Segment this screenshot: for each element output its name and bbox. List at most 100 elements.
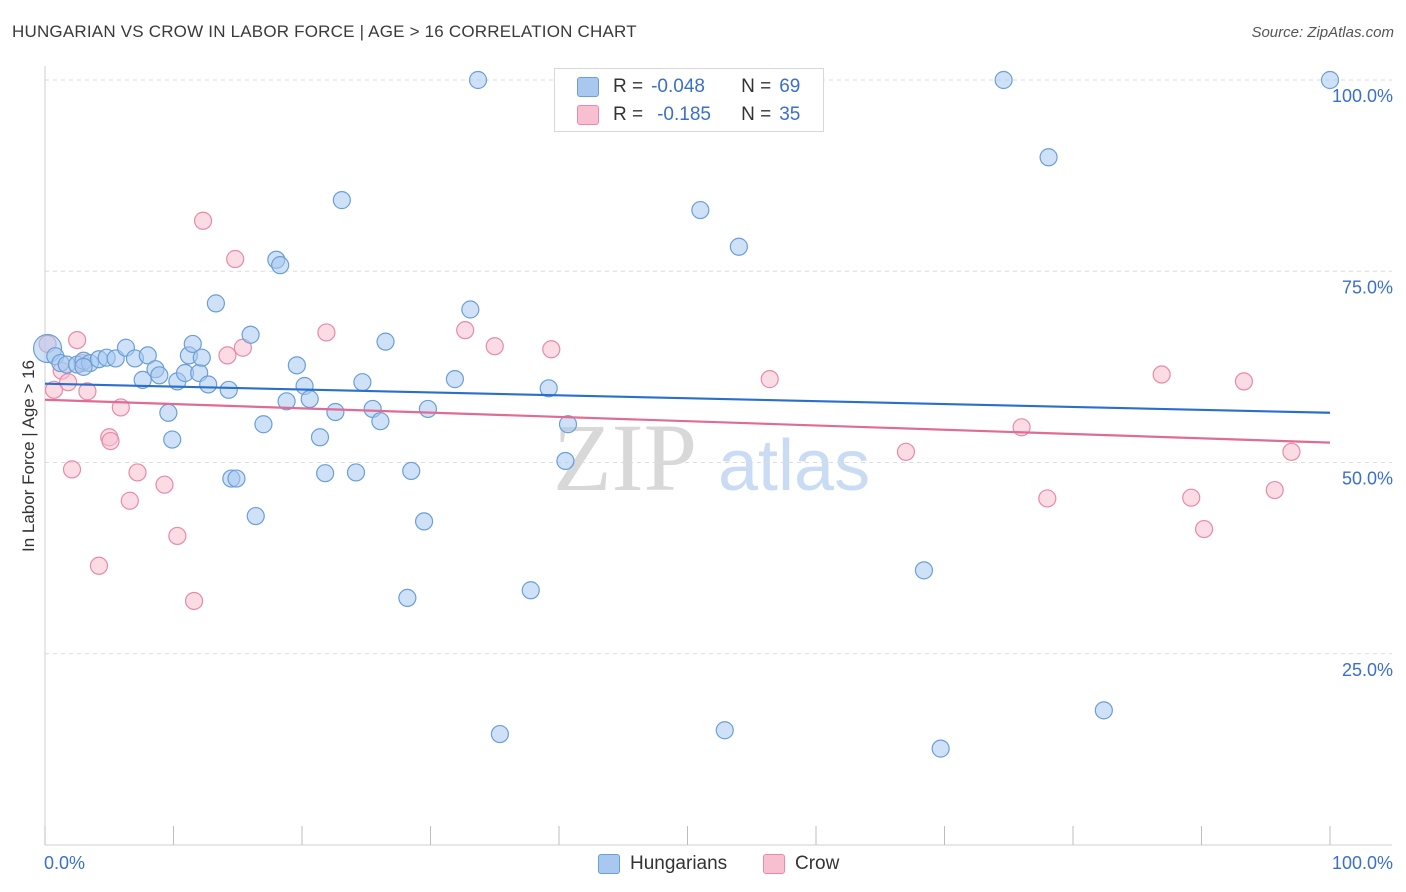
hungarian-point — [371, 412, 390, 431]
n-value-crow: 35 — [779, 104, 801, 125]
hungarian-point — [199, 375, 218, 394]
hungarian-point — [206, 294, 226, 313]
hungarian-point — [74, 357, 93, 376]
crow-point — [218, 346, 237, 365]
hungarian-point — [729, 237, 749, 256]
hungarian-point — [138, 346, 157, 365]
hungarians-swatch — [598, 854, 620, 874]
hungarian-point — [691, 200, 710, 220]
hungarian-point — [461, 300, 480, 319]
crow-point — [1152, 365, 1171, 384]
crow-point — [1038, 489, 1057, 508]
y-axis-label: In Labor Force | Age > 16 — [19, 360, 38, 552]
hungarian-point — [418, 399, 438, 419]
hungarian-point — [246, 506, 265, 526]
hungarian-point — [558, 415, 578, 434]
hungarian-point — [219, 380, 238, 399]
crow-point — [78, 382, 97, 401]
n-label: N = — [741, 104, 772, 125]
hungarian-point — [1320, 70, 1340, 90]
gridlines — [45, 79, 1392, 655]
crow-point — [89, 556, 109, 575]
hungarian-point — [310, 428, 330, 447]
hungarian-points — [32, 70, 1340, 758]
crow-point — [128, 463, 147, 482]
y-tick-label: 25.0% — [1342, 660, 1393, 680]
hungarian-point — [277, 392, 296, 411]
hungarians-label: Hungarians — [630, 853, 728, 874]
hungarian-point — [287, 356, 306, 375]
hungarian-point — [332, 191, 351, 210]
n-label: N = — [741, 76, 772, 97]
hungarian-point — [300, 389, 319, 409]
crow-swatch — [763, 854, 785, 874]
crow-point — [62, 460, 82, 479]
hungarian-point — [931, 739, 950, 758]
watermark-zip: ZIP — [553, 404, 697, 511]
crow-point — [1182, 488, 1201, 507]
crow-point — [193, 211, 213, 230]
hungarian-point — [159, 403, 178, 422]
crow-point — [456, 321, 475, 340]
crow-point — [542, 340, 561, 359]
correlation-legend: R = -0.048 N = 69 R = -0.185 N = 35 — [554, 68, 824, 132]
hungarian-point — [1039, 148, 1058, 167]
crow-point — [1194, 519, 1214, 539]
crow-point — [317, 323, 336, 342]
y-tick-label: 50.0% — [1342, 469, 1393, 489]
legend-row-crow: R = -0.185 N = 35 — [577, 101, 800, 129]
hungarian-point — [316, 464, 335, 483]
hungarian-point — [414, 512, 434, 531]
r-value-crow: -0.185 — [657, 104, 711, 125]
hungarian-point — [183, 334, 202, 354]
crow-point — [168, 526, 187, 546]
watermark-atlas: atlas — [718, 426, 870, 506]
crow-point — [120, 491, 139, 510]
hungarian-point — [192, 348, 211, 367]
hungarian-point — [271, 256, 290, 275]
crow-point — [184, 591, 204, 611]
hungarian-point — [539, 379, 558, 398]
chart-title: HUNGARIAN VS CROW IN LABOR FORCE | AGE >… — [12, 22, 637, 41]
axes — [44, 66, 1392, 846]
x-tick-label: 0.0% — [44, 853, 85, 873]
r-label: R = — [613, 76, 644, 97]
hungarian-point — [133, 370, 152, 389]
hungarian-point — [254, 415, 273, 434]
hungarian-point — [994, 70, 1013, 90]
hungarian-point — [353, 373, 372, 392]
hungarian-point — [346, 463, 366, 482]
hungarian-point — [398, 588, 417, 608]
hungarian-point — [326, 402, 345, 422]
crow-point — [226, 249, 245, 269]
hungarian-point — [556, 451, 575, 471]
crow-swatch — [577, 105, 599, 125]
x-tick-label: 100.0% — [1332, 853, 1393, 873]
hungarian-point — [376, 332, 395, 351]
hungarian-point — [1094, 701, 1113, 720]
crow-point — [485, 337, 504, 356]
crow-trend-line — [44, 398, 1331, 444]
hungarian-point — [227, 469, 246, 488]
crow-point — [44, 380, 64, 399]
hungarians-trend-line — [44, 382, 1331, 414]
hungarian-point — [163, 430, 182, 449]
hungarian-point — [468, 70, 488, 90]
y-tick-label: 100.0% — [1332, 86, 1393, 106]
crow-point — [1282, 442, 1301, 461]
y-tick-label: 75.0% — [1342, 277, 1393, 297]
hungarian-point — [241, 325, 260, 344]
crow-point — [1234, 372, 1254, 391]
legend-item-hungarians: Hungarians — [598, 852, 727, 876]
crow-point — [155, 475, 174, 494]
hungarian-point — [715, 721, 734, 740]
hungarian-point — [521, 581, 540, 600]
n-value-hungarians: 69 — [779, 76, 801, 97]
trend-lines — [44, 382, 1331, 444]
hungarian-point — [490, 724, 509, 744]
r-value-hungarians: -0.048 — [651, 76, 705, 97]
crow-point — [101, 431, 120, 451]
crow-point — [68, 331, 87, 350]
r-label: R = — [613, 104, 644, 125]
